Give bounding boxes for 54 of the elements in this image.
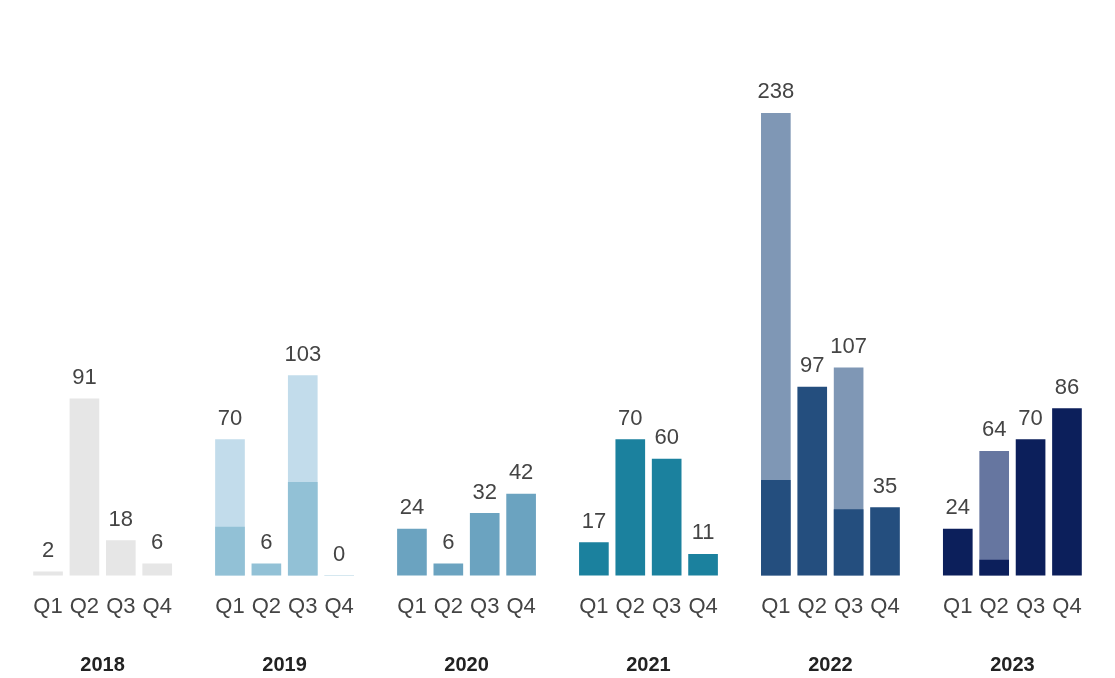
- data-label: 0: [333, 540, 346, 566]
- x-tick-label: Q1: [397, 592, 427, 618]
- x-tick-label: Q1: [215, 592, 245, 618]
- data-label: 42: [508, 459, 534, 485]
- data-label: 11: [691, 519, 715, 545]
- text: 2018: [80, 652, 125, 675]
- data-label: 60: [654, 424, 679, 450]
- data-label: 6: [260, 529, 273, 555]
- data-label: 107: [830, 332, 867, 358]
- data-label: 91: [72, 363, 97, 389]
- x-tick-label: Q2: [251, 592, 282, 618]
- text: 2019: [262, 652, 307, 675]
- data-label: 35: [872, 472, 898, 498]
- x-tick-label: Q1: [943, 592, 973, 618]
- x-tick-label: Q4: [142, 592, 172, 618]
- text: 2023: [990, 652, 1035, 675]
- data-label: 18: [108, 505, 134, 531]
- x-tick-label: Q3: [833, 592, 864, 618]
- x-tick-label: Q1: [761, 592, 791, 618]
- x-tick-label: Q4: [1052, 592, 1082, 618]
- x-tick-label: Q4: [688, 592, 718, 618]
- data-label: 24: [945, 494, 971, 520]
- data-label: 64: [981, 416, 1007, 442]
- text: 2022: [808, 652, 853, 675]
- data-label: 6: [442, 529, 455, 555]
- data-label: 2: [41, 536, 55, 562]
- x-tick-label: Q2: [615, 592, 645, 618]
- x-tick-label: Q4: [324, 592, 354, 618]
- data-label: 238: [757, 78, 795, 104]
- x-tick-label: Q2: [979, 592, 1009, 618]
- data-label: 70: [618, 404, 643, 430]
- text: 2020: [444, 652, 489, 675]
- x-tick-label: Q2: [797, 592, 827, 618]
- data-label: 70: [217, 404, 243, 430]
- x-tick-label: Q3: [1015, 592, 1046, 618]
- data-label: 86: [1054, 373, 1080, 399]
- data-label: 6: [151, 529, 164, 555]
- x-tick-label: Q3: [288, 592, 318, 618]
- data-label: 32: [472, 478, 497, 504]
- x-tick-label: Q2: [69, 592, 100, 618]
- x-tick-label: Q2: [433, 592, 464, 618]
- data-label: 70: [1018, 404, 1043, 430]
- x-tick-label: Q4: [870, 592, 900, 618]
- data-label: 97: [799, 352, 825, 378]
- data-label: 24: [399, 494, 425, 520]
- x-tick-label: Q4: [506, 592, 536, 618]
- data-label: 103: [284, 340, 322, 366]
- x-tick-label: Q1: [579, 592, 609, 618]
- x-tick-label: Q1: [33, 592, 63, 618]
- data-label: 17: [581, 507, 607, 533]
- text: 2021: [626, 652, 671, 675]
- x-tick-label: Q3: [651, 592, 682, 618]
- x-tick-label: Q3: [470, 592, 500, 618]
- x-tick-label: Q3: [106, 592, 136, 618]
